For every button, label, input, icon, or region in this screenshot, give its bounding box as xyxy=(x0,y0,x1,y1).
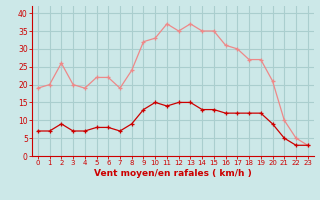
X-axis label: Vent moyen/en rafales ( km/h ): Vent moyen/en rafales ( km/h ) xyxy=(94,169,252,178)
